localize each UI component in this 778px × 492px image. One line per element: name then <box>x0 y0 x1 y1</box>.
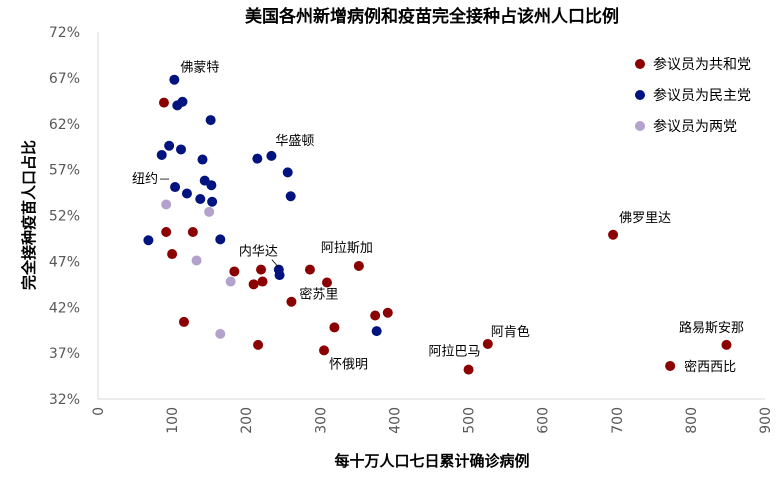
data-point <box>178 316 189 327</box>
data-point <box>370 310 381 321</box>
data-point <box>158 97 169 108</box>
x-tick-labels: 0 100 200 300 400 500 600 700 800 900 <box>91 407 774 434</box>
x-tick-label: 600 <box>536 407 552 434</box>
annotation-label: 阿肯色 <box>491 324 530 340</box>
data-point <box>371 326 382 337</box>
data-point <box>608 229 619 240</box>
x-tick-label: 400 <box>387 407 403 434</box>
data-point <box>382 307 393 318</box>
data-point <box>170 182 181 193</box>
plot-area: 0 100 200 300 400 500 600 700 800 900 32% 37% 42% 47… <box>49 25 774 434</box>
data-point <box>665 360 676 371</box>
data-point <box>256 264 267 275</box>
data-point <box>169 74 180 85</box>
data-point <box>304 264 315 275</box>
x-tick-label: 900 <box>758 407 774 434</box>
data-point <box>257 276 268 287</box>
data-point <box>143 235 154 246</box>
data-point <box>204 206 215 217</box>
data-point <box>161 227 172 238</box>
annotation-label: 阿拉斯加 <box>321 241 373 256</box>
data-point <box>229 266 240 277</box>
data-point <box>181 188 192 199</box>
y-tick-labels: 32% 37% 42% 47% 52% 57% 62% 67% 72% <box>49 25 80 408</box>
data-point <box>319 345 330 356</box>
x-tick-label: 0 <box>91 407 107 416</box>
annotation-label: 密苏里 <box>299 287 338 303</box>
data-point <box>463 364 474 375</box>
data-point <box>197 154 208 165</box>
y-tick-label: 62% <box>49 117 80 133</box>
x-tick-label: 200 <box>239 407 255 434</box>
annotation-label: 路易斯安那 <box>679 320 744 336</box>
y-tick-label: 32% <box>49 392 80 408</box>
data-point <box>164 140 175 151</box>
x-tick-label: 800 <box>684 407 700 434</box>
annotation-label: 内华达 <box>239 244 278 260</box>
annotation-label: 佛蒙特 <box>180 61 219 76</box>
data-point <box>195 193 206 204</box>
y-tick-label: 67% <box>49 71 80 87</box>
data-point <box>206 180 217 191</box>
data-point <box>225 276 236 287</box>
data-point <box>482 338 493 349</box>
x-tick-label: 500 <box>462 407 478 434</box>
data-point <box>353 260 364 271</box>
data-point <box>205 115 216 126</box>
data-point <box>329 322 340 333</box>
data-point <box>215 328 226 339</box>
data-point <box>161 199 172 210</box>
data-point <box>285 191 296 202</box>
x-tick-label: 300 <box>313 407 329 434</box>
annotation-leader <box>271 259 280 268</box>
y-tick-label: 72% <box>49 25 80 41</box>
y-tick-label: 57% <box>49 163 80 179</box>
x-tick-label: 100 <box>165 407 181 434</box>
data-point <box>286 296 297 307</box>
data-point <box>167 249 178 260</box>
data-points <box>143 74 732 375</box>
x-axis-title: 每十万人口七日累计确诊病例 <box>334 452 529 470</box>
data-point <box>322 277 333 288</box>
data-point <box>176 144 187 155</box>
data-point <box>282 167 293 178</box>
data-point <box>177 96 188 107</box>
data-point <box>187 227 198 238</box>
data-point <box>253 339 264 350</box>
data-point <box>156 149 167 160</box>
data-point <box>248 279 259 290</box>
data-point <box>721 339 732 350</box>
y-tick-label: 42% <box>49 300 80 316</box>
data-point <box>207 196 218 207</box>
y-axis-title: 完全接种疫苗人口占比 <box>20 140 38 290</box>
legend-label: 参议员为民主党 <box>653 87 751 104</box>
legend-marker <box>635 90 645 100</box>
annotation-label: 怀俄明 <box>329 357 368 372</box>
data-point <box>191 255 202 266</box>
data-point <box>274 270 285 281</box>
legend-marker <box>635 59 645 69</box>
y-tick-label: 47% <box>49 254 80 270</box>
annotation-label: 华盛顿 <box>275 134 314 149</box>
y-tick-label: 37% <box>49 346 80 362</box>
y-tick-label: 52% <box>49 209 80 225</box>
annotation-label: 佛罗里达 <box>619 211 671 226</box>
annotation-label: 纽约 <box>132 172 158 187</box>
data-point <box>266 150 277 161</box>
data-point <box>215 234 226 245</box>
legend-label: 参议员为两党 <box>653 118 737 135</box>
legend-marker <box>635 121 645 131</box>
data-point <box>252 153 263 164</box>
annotation-label: 密西西比 <box>684 359 736 375</box>
x-tick-label: 700 <box>610 407 626 434</box>
chart-title: 美国各州新增病例和疫苗完全接种占该州人口比例 <box>245 6 619 27</box>
annotation-label: 阿拉巴马 <box>429 345 481 360</box>
legend-label: 参议员为共和党 <box>653 56 751 73</box>
